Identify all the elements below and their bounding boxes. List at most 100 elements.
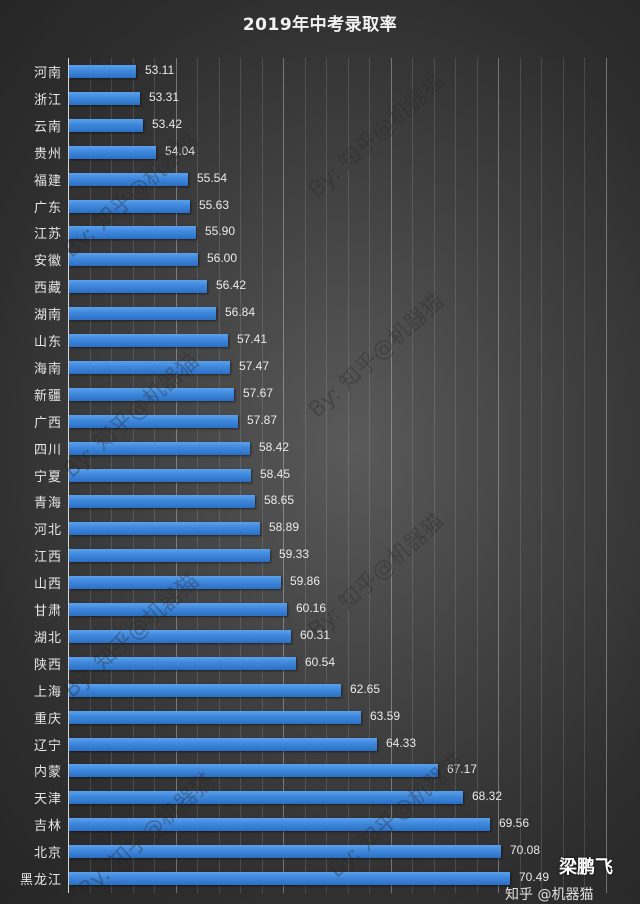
bar-row: 内蒙 67.17 bbox=[0, 757, 640, 783]
value-label: 63.59 bbox=[370, 709, 401, 723]
bar bbox=[69, 200, 190, 213]
major-gridline bbox=[606, 58, 607, 893]
value-label: 58.45 bbox=[260, 467, 291, 481]
value-label: 64.33 bbox=[386, 736, 417, 750]
value-label: 57.87 bbox=[247, 413, 278, 427]
value-label: 55.54 bbox=[197, 171, 228, 185]
category-label: 甘肃 bbox=[33, 604, 62, 619]
minor-gridline bbox=[520, 58, 521, 893]
minor-gridline bbox=[541, 58, 542, 893]
category-label: 江西 bbox=[33, 550, 62, 565]
bar bbox=[69, 361, 230, 374]
major-gridline bbox=[498, 58, 499, 893]
bar bbox=[69, 845, 501, 858]
minor-gridline bbox=[369, 58, 370, 893]
category-label: 河北 bbox=[33, 523, 62, 538]
footer-watermark: 知乎 @机器猫 bbox=[505, 887, 594, 903]
bar-row: 上海 62.65 bbox=[0, 677, 640, 703]
bar-row: 云南 53.42 bbox=[0, 112, 640, 138]
category-label: 陕西 bbox=[33, 658, 62, 673]
major-gridline bbox=[283, 58, 284, 893]
bar-row: 山东 57.41 bbox=[0, 327, 640, 353]
bar bbox=[69, 280, 207, 293]
category-label: 新疆 bbox=[33, 389, 62, 404]
category-label: 浙江 bbox=[33, 93, 62, 108]
value-label: 54.04 bbox=[165, 144, 196, 158]
value-label: 53.11 bbox=[145, 63, 175, 77]
minor-gridline bbox=[477, 58, 478, 893]
category-label: 山东 bbox=[33, 335, 62, 350]
bar bbox=[69, 657, 296, 670]
category-label: 湖北 bbox=[33, 631, 62, 646]
bar-row: 宁夏 58.45 bbox=[0, 462, 640, 488]
minor-gridline bbox=[262, 58, 263, 893]
minor-gridline bbox=[584, 58, 585, 893]
minor-gridline bbox=[326, 58, 327, 893]
bar-row: 西藏 56.42 bbox=[0, 273, 640, 299]
bar-row: 黑龙江 70.49 bbox=[0, 865, 640, 891]
bar-row: 河北 58.89 bbox=[0, 515, 640, 541]
value-label: 56.00 bbox=[207, 251, 238, 265]
value-label: 58.65 bbox=[264, 493, 295, 507]
bar bbox=[69, 711, 361, 724]
category-label: 四川 bbox=[33, 443, 62, 458]
category-label: 青海 bbox=[33, 496, 62, 511]
category-label: 广西 bbox=[33, 416, 62, 431]
bar bbox=[69, 684, 341, 697]
bar bbox=[69, 92, 140, 105]
category-label: 内蒙 bbox=[33, 765, 62, 780]
category-label: 福建 bbox=[33, 174, 62, 189]
bar bbox=[69, 415, 238, 428]
bar bbox=[69, 253, 198, 266]
bar-row: 山西 59.86 bbox=[0, 569, 640, 595]
bar bbox=[69, 818, 490, 831]
bar-row: 青海 58.65 bbox=[0, 488, 640, 514]
value-label: 70.49 bbox=[519, 870, 550, 884]
bar-row: 江苏 55.90 bbox=[0, 219, 640, 245]
value-label: 59.86 bbox=[290, 574, 321, 588]
author-signature: 梁鹏飞 bbox=[559, 857, 613, 878]
minor-gridline bbox=[434, 58, 435, 893]
value-label: 56.42 bbox=[216, 278, 247, 292]
bar-row: 湖北 60.31 bbox=[0, 623, 640, 649]
value-label: 57.67 bbox=[243, 386, 274, 400]
bar bbox=[69, 65, 136, 78]
bar bbox=[69, 576, 281, 589]
value-label: 53.31 bbox=[149, 90, 180, 104]
category-label: 上海 bbox=[33, 685, 62, 700]
bar bbox=[69, 469, 251, 482]
category-label: 山西 bbox=[33, 577, 62, 592]
value-label: 56.84 bbox=[225, 305, 256, 319]
bar bbox=[69, 522, 260, 535]
category-label: 北京 bbox=[33, 846, 62, 861]
category-axis bbox=[68, 58, 69, 893]
bar-row: 重庆 63.59 bbox=[0, 704, 640, 730]
value-label: 53.42 bbox=[152, 117, 183, 131]
category-label: 贵州 bbox=[33, 147, 62, 162]
category-label: 河南 bbox=[33, 66, 62, 81]
value-label: 68.32 bbox=[472, 789, 503, 803]
value-label: 59.33 bbox=[279, 547, 310, 561]
category-label: 广东 bbox=[33, 201, 62, 216]
value-label: 58.42 bbox=[259, 440, 290, 454]
category-label: 海南 bbox=[33, 362, 62, 377]
value-label: 58.89 bbox=[269, 520, 300, 534]
bar bbox=[69, 334, 228, 347]
bar bbox=[69, 603, 287, 616]
bar bbox=[69, 388, 234, 401]
bar-row: 广西 57.87 bbox=[0, 408, 640, 434]
value-label: 70.08 bbox=[510, 843, 541, 857]
bar bbox=[69, 872, 510, 885]
bar-row: 新疆 57.67 bbox=[0, 381, 640, 407]
minor-gridline bbox=[455, 58, 456, 893]
bar-row: 贵州 54.04 bbox=[0, 139, 640, 165]
category-label: 天津 bbox=[33, 792, 62, 807]
category-label: 江苏 bbox=[33, 227, 62, 242]
value-label: 57.41 bbox=[237, 332, 268, 346]
bar bbox=[69, 442, 250, 455]
bar-row: 河南 53.11 bbox=[0, 58, 640, 84]
bar-row: 安徽 56.00 bbox=[0, 246, 640, 272]
bar-row: 北京 70.08 bbox=[0, 838, 640, 864]
chart-title: 2019年中考录取率 bbox=[242, 15, 398, 35]
minor-gridline bbox=[412, 58, 413, 893]
